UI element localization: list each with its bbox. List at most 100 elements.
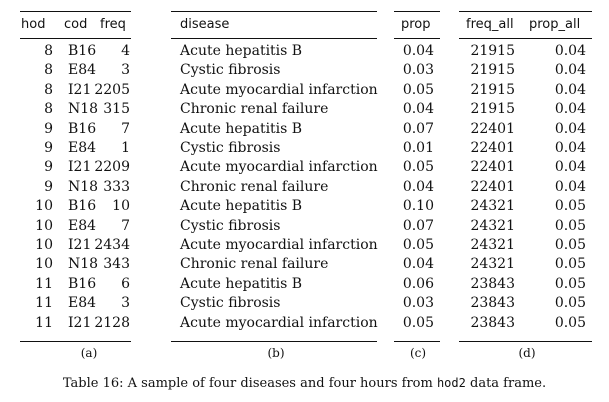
caption-suffix: data frame. xyxy=(465,376,547,391)
cell-prop: 0.01 xyxy=(402,140,434,156)
cell-cod: B16 xyxy=(68,43,97,59)
panel-b-bottom-rule xyxy=(171,341,377,343)
cell-prop: 0.04 xyxy=(402,256,434,273)
cell-freq-all: 22401 xyxy=(470,159,515,176)
panel-b-label: (b) xyxy=(267,346,285,360)
cell-hod: 8 xyxy=(44,62,53,79)
panel-b-header-rule xyxy=(171,38,377,39)
cell-disease: Acute myocardial infarction xyxy=(180,81,378,98)
cell-freq: 7 xyxy=(121,217,130,234)
cell-hod: 8 xyxy=(44,43,53,59)
panel-a-header-cod: cod xyxy=(64,17,88,32)
cell-prop: 0.05 xyxy=(402,237,434,253)
cell-cod: E84 xyxy=(68,140,97,156)
cell-freq: 2128 xyxy=(94,314,130,331)
panel-c-label: (c) xyxy=(409,346,427,360)
cell-prop: 0.04 xyxy=(402,43,434,59)
cell-hod: 9 xyxy=(44,159,53,176)
cell-prop-all: 0.05 xyxy=(554,237,586,253)
cell-prop-all: 0.04 xyxy=(554,140,586,156)
cell-prop-all: 0.04 xyxy=(554,159,586,176)
cell-freq-all: 23843 xyxy=(470,314,515,331)
panel-a-header-freq: freq xyxy=(100,17,126,32)
cell-hod: 11 xyxy=(35,314,53,331)
cell-cod: E84 xyxy=(68,62,97,79)
cell-hod: 11 xyxy=(35,295,53,312)
cell-disease: Acute hepatitis B xyxy=(180,43,303,59)
cell-prop-all: 0.05 xyxy=(554,275,586,292)
cell-cod: N18 xyxy=(68,178,99,195)
cell-freq: 315 xyxy=(103,101,130,118)
cell-prop-all: 0.04 xyxy=(554,101,586,118)
panel-a-top-rule xyxy=(20,11,131,13)
cell-hod: 10 xyxy=(35,256,53,273)
cell-freq-all: 21915 xyxy=(470,43,515,59)
cell-prop-all: 0.04 xyxy=(554,178,586,195)
cell-prop-all: 0.04 xyxy=(554,62,586,79)
cell-disease: Cystic fibrosis xyxy=(180,217,281,234)
cell-freq-all: 21915 xyxy=(470,101,515,118)
cell-freq: 333 xyxy=(103,178,130,195)
cell-prop-all: 0.05 xyxy=(554,217,586,234)
cell-cod: E84 xyxy=(68,217,97,234)
cell-prop: 0.03 xyxy=(402,295,434,312)
cell-prop: 0.05 xyxy=(402,159,434,176)
cell-prop: 0.04 xyxy=(402,101,434,118)
cell-prop: 0.07 xyxy=(402,120,434,137)
panel-d-header-freq-all: freq_all xyxy=(466,17,514,32)
cell-hod: 10 xyxy=(35,217,53,234)
cell-hod: 9 xyxy=(44,120,53,137)
cell-prop: 0.05 xyxy=(402,81,434,98)
cell-freq-all: 23843 xyxy=(470,295,515,312)
cell-freq: 2209 xyxy=(94,159,130,176)
cell-freq: 6 xyxy=(121,275,130,292)
cell-disease: Acute myocardial infarction xyxy=(180,159,378,176)
table-caption: Table 16: A sample of four diseases and … xyxy=(0,374,609,393)
cell-disease: Acute hepatitis B xyxy=(180,198,303,215)
cell-freq: 3 xyxy=(121,295,130,312)
cell-freq: 10 xyxy=(112,198,130,215)
panel-a-label: (a) xyxy=(80,346,98,360)
panel-d-bottom-rule xyxy=(459,341,592,343)
caption-prefix: Table 16: A sample of four diseases and … xyxy=(62,376,437,391)
cell-prop: 0.04 xyxy=(402,178,434,195)
cell-disease: Chronic renal failure xyxy=(180,178,329,195)
cell-freq-all: 22401 xyxy=(470,120,515,137)
cell-disease: Chronic renal failure xyxy=(180,101,329,118)
cell-hod: 11 xyxy=(35,275,53,292)
cell-disease: Cystic fibrosis xyxy=(180,62,281,79)
panel-b-top-rule xyxy=(171,11,377,13)
panel-a-bottom-rule xyxy=(20,341,131,343)
panel-d-header-prop-all: prop_all xyxy=(529,17,581,32)
cell-prop-all: 0.05 xyxy=(554,198,586,215)
cell-freq: 1 xyxy=(121,140,130,156)
cell-cod: N18 xyxy=(68,256,99,273)
cell-freq-all: 22401 xyxy=(470,140,515,156)
cell-freq-all: 24321 xyxy=(470,217,515,234)
cell-hod: 8 xyxy=(44,81,53,98)
cell-prop-all: 0.05 xyxy=(554,314,586,331)
cell-prop: 0.03 xyxy=(402,62,434,79)
cell-freq-all: 23843 xyxy=(470,275,515,292)
cell-prop: 0.06 xyxy=(402,275,434,292)
cell-freq: 4 xyxy=(121,43,130,59)
cell-freq-all: 24321 xyxy=(470,256,515,273)
panel-b-header-disease: disease xyxy=(180,17,230,32)
cell-freq-all: 24321 xyxy=(470,237,515,253)
cell-disease: Acute myocardial infarction xyxy=(180,314,378,331)
cell-disease: Acute hepatitis B xyxy=(180,120,303,137)
cell-disease: Acute myocardial infarction xyxy=(180,237,378,253)
cell-cod: B16 xyxy=(68,198,97,215)
cell-freq: 7 xyxy=(121,120,130,137)
cell-hod: 8 xyxy=(44,101,53,118)
cell-hod: 9 xyxy=(44,178,53,195)
panel-d-header-rule xyxy=(459,38,592,39)
panel-d-top-rule xyxy=(459,11,592,13)
cell-freq: 2205 xyxy=(94,81,130,98)
cell-cod: N18 xyxy=(68,101,99,118)
cell-prop-all: 0.04 xyxy=(554,81,586,98)
cell-cod: I21 xyxy=(68,159,92,176)
panel-c-header-prop: prop xyxy=(401,17,431,32)
cell-cod: I21 xyxy=(68,314,92,331)
cell-prop-all: 0.05 xyxy=(554,295,586,312)
